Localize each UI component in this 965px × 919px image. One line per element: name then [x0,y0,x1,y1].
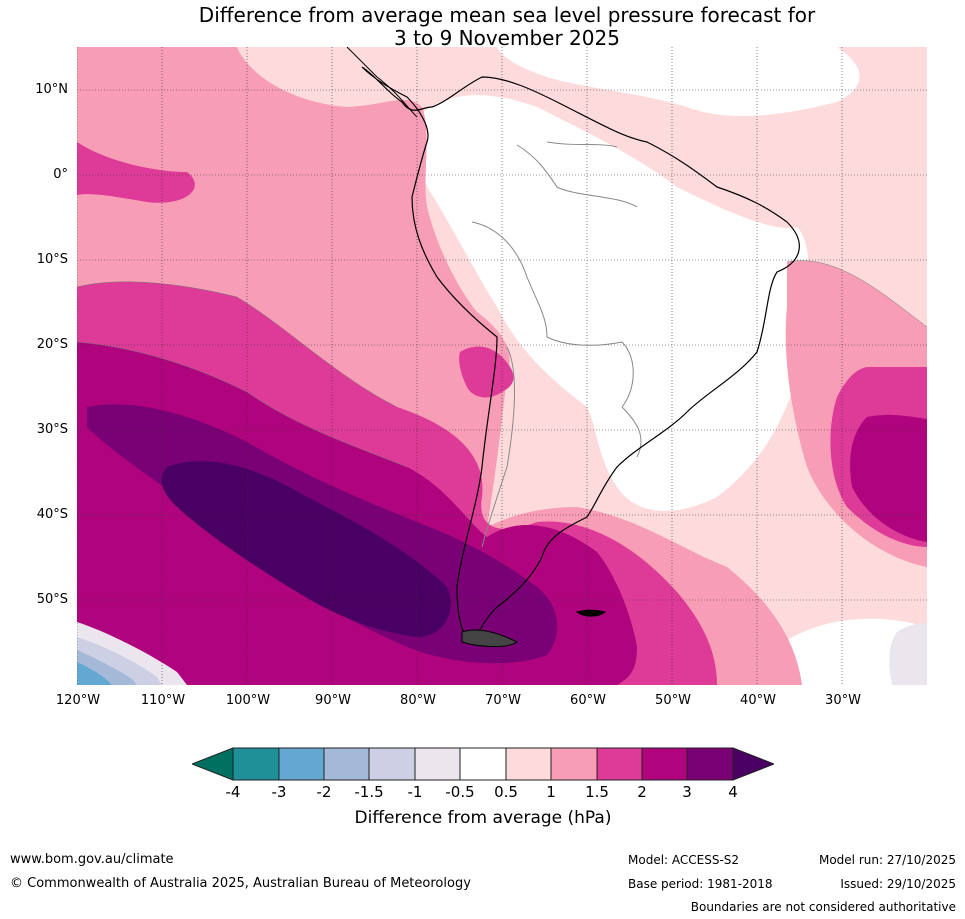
colorbar-cell-0 [192,747,234,781]
base-period-text: Base period: 1981-2018 [628,877,773,891]
lon-label-50w: 50°W [655,693,691,708]
lat-label-30s: 30°S [36,422,68,437]
pressure-anomaly-map [77,47,927,685]
anomaly-band-minus-2-southwest [77,662,112,685]
lon-label-80w: 80°W [400,693,436,708]
lat-label-10n: 10°N [35,82,68,97]
south-america-coastline [361,66,800,643]
falkland-islands [575,609,607,617]
disclaimer-text: Boundaries are not considered authoritat… [690,900,956,914]
colorbar-cell-5 [414,747,461,781]
lon-label-110w: 110°W [140,693,186,708]
anomaly-band-slight-negative-southeast [889,623,927,685]
lon-label-90w: 90°W [315,693,351,708]
anomaly-band-above-4 [161,461,451,637]
colorbar-cell-9 [596,747,643,781]
lon-label-70w: 70°W [485,693,521,708]
colorbar-tick-9: 2 [637,783,647,801]
lat-label-10s: 10°S [36,252,68,267]
website-link[interactable]: www.bom.gov.au/climate [10,852,174,867]
lat-label-0: 0° [53,167,68,182]
colorbar-tick-0: -4 [225,783,241,801]
issued-text: Issued: 29/10/2025 [840,877,956,891]
lon-label-100w: 100°W [225,693,271,708]
lon-label-120w: 120°W [55,693,101,708]
colorbar-cell-4 [368,747,416,781]
colorbar-cell-12 [732,747,774,781]
anomaly-band-1.5-2-equator [77,142,195,203]
anomaly-band-near-zero-northeast [497,47,860,117]
title-line-2: 3 to 9 November 2025 [394,26,620,50]
map-canvas [77,47,927,685]
colorbar-cell-2 [278,747,325,781]
lat-label-50s: 50°S [36,592,68,607]
lon-label-30w: 30°W [825,693,861,708]
colorbar-cell-6 [459,747,507,781]
colorbar-tick-6: 0.5 [494,783,518,801]
colorbar [192,747,774,781]
lat-label-40s: 40°S [36,507,68,522]
colorbar-tick-3: -1.5 [354,783,384,801]
lon-label-60w: 60°W [570,693,606,708]
central-america-coastline [346,47,418,118]
colorbar-tick-5: -0.5 [445,783,475,801]
lon-label-40w: 40°W [740,693,776,708]
tierra-del-fuego [461,629,518,647]
copyright-text: © Commonwealth of Australia 2025, Austra… [10,876,471,891]
colorbar-cell-8 [550,747,598,781]
colorbar-tick-7: 1 [546,783,556,801]
anomaly-band-near-zero-south [761,618,927,685]
colorbar-tick-1: -3 [271,783,287,801]
colorbar-tick-11: 4 [728,783,738,801]
lat-label-20s: 20°S [36,337,68,352]
map-title: Difference from average mean sea level p… [0,4,965,50]
colorbar-tick-8: 1.5 [585,783,609,801]
colorbar-cell-10 [641,747,688,781]
colorbar-tick-4: -1 [407,783,423,801]
country-borders [471,141,642,548]
anomaly-band-1.5-2-coastal [459,346,514,398]
model-text: Model: ACCESS-S2 [628,853,740,867]
colorbar-label: Difference from average (hPa) [354,808,612,828]
colorbar-cell-7 [505,747,552,781]
anomaly-band-2-3-atlantic [850,414,927,542]
colorbar-cell-11 [686,747,734,781]
graticule [77,47,927,685]
colorbar-tick-2: -2 [316,783,332,801]
title-line-1: Difference from average mean sea level p… [198,3,816,27]
model-run-text: Model run: 27/10/2025 [818,853,956,867]
anomaly-band-near-zero-continent [415,95,809,511]
colorbar-tick-10: 3 [682,783,692,801]
colorbar-cell-1 [232,747,280,781]
colorbar-cell-3 [323,747,370,781]
